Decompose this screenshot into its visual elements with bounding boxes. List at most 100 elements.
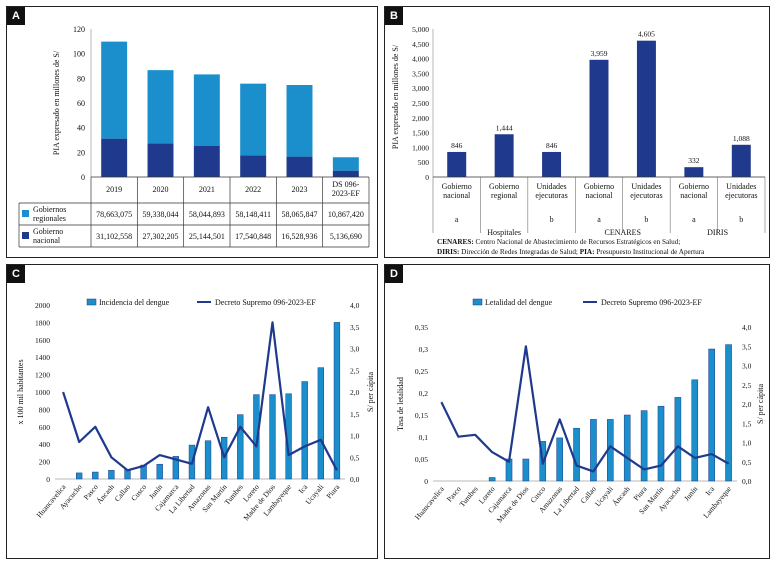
y-tick-label-right: 1,0: [742, 439, 752, 448]
data-label-b: 846: [451, 141, 463, 150]
y-tick-label-right: 0,0: [742, 477, 752, 486]
x-tick-label-b: Gobierno regional: [489, 182, 519, 200]
x-tick-label-a: 2022: [245, 185, 261, 194]
category-letter-b: a: [455, 215, 459, 224]
legend-label-bar: Letalidad del dengue: [485, 298, 553, 307]
bar-letalidad-dengue: [556, 437, 563, 482]
table-cell-a: 25,144,501: [189, 232, 225, 241]
bar-pia: [589, 59, 609, 177]
data-label-b: 846: [546, 141, 558, 150]
bar-letalidad-dengue: [657, 405, 665, 482]
bar-incidencia-dengue: [237, 414, 244, 480]
x-tick-label-a: 2019: [106, 185, 122, 194]
y-tick-label-right: 2,5: [350, 366, 360, 375]
y-axis-title-left: x 100 mil habitantes: [16, 359, 25, 424]
y-tick-label-b: 4,500: [412, 40, 429, 49]
y-axis-title-left: Tasa de letalidad: [396, 377, 405, 431]
legend-label-a: Gobierno nacional: [33, 227, 63, 245]
legend-label-a: Gobiernos regionales: [33, 205, 66, 223]
legend-label-line: Decreto Supremo 096-2023-EF: [215, 298, 316, 307]
bar-gobierno-nacional: [332, 170, 359, 177]
y-tick-label-right: 4,0: [742, 323, 752, 332]
y-tick-label-left: 1600: [35, 336, 50, 345]
table-cell-a: 17,540,848: [235, 232, 271, 241]
table-cell-a: 16,528,936: [282, 232, 318, 241]
data-label-b: 3,959: [591, 49, 608, 58]
legend-swatch-a: [22, 232, 29, 239]
x-tick-label: Junín: [682, 484, 700, 502]
category-letter-b: b: [644, 215, 648, 224]
legend-swatch-a: [22, 210, 29, 217]
y-tick-label-left: 0,2: [419, 389, 429, 398]
footnote-diris-pia: DIRIS: Dirección de Redes Integradas de …: [437, 247, 704, 257]
y-tick-label-right: 0,5: [350, 453, 360, 462]
bar-incidencia-dengue: [108, 470, 115, 480]
y-tick-label-a: 60: [77, 99, 85, 108]
y-tick-label-right: 2,0: [350, 388, 360, 397]
panel-d-badge: D: [385, 265, 403, 283]
table-cell-a: 78,663,075: [96, 210, 132, 219]
y-tick-label-left: 2000: [35, 301, 50, 310]
y-tick-label-right: 3,5: [742, 342, 752, 351]
table-cell-a: 58,065,847: [282, 210, 318, 219]
x-tick-label-a: 2020: [153, 185, 169, 194]
y-tick-label-b: 500: [418, 158, 430, 167]
footnote-cenares-key: CENARES:: [437, 238, 474, 246]
y-tick-label-left: 0: [424, 477, 428, 486]
panel-c-badge: C: [7, 265, 25, 283]
x-tick-label: Huancavelica: [413, 484, 447, 522]
y-tick-label-left: 200: [39, 458, 51, 467]
bar-gobiernos-regionales: [101, 41, 128, 139]
y-tick-label-right: 2,0: [742, 400, 752, 409]
data-label-b: 4,605: [638, 30, 655, 39]
x-tick-label: Áncash: [610, 484, 632, 508]
chart-a-svg: 0 20 40 60 80 100 120 PIA expresado en millones…: [18, 25, 370, 248]
y-tick-label-left: 0,35: [415, 323, 428, 332]
y-tick-label-b: 0: [425, 173, 429, 182]
bar-gobierno-nacional: [286, 156, 313, 177]
footnote-cenares: CENARES: Centro Nacional de Abastecimien…: [437, 237, 680, 247]
bar-gobiernos-regionales: [240, 83, 267, 156]
x-tick-label: Áncash: [94, 482, 116, 506]
y-tick-label-left: 0,3: [419, 345, 429, 354]
footnote-pia-key: PIA:: [579, 248, 595, 256]
bar-gobierno-nacional: [147, 143, 174, 177]
x-tick-label: Ica: [296, 482, 309, 495]
bar-letalidad-dengue: [522, 458, 530, 482]
y-tick-label-right: 1,5: [350, 410, 360, 419]
y-tick-label-a: 100: [73, 50, 85, 59]
bar-pia: [447, 151, 467, 177]
group-label-b: CENARES: [604, 228, 640, 237]
y-tick-label-left: 400: [39, 440, 51, 449]
x-tick-label-b: Unidades ejecutoras: [630, 182, 662, 200]
y-tick-label-b: 2,000: [412, 114, 429, 123]
y-tick-label-b: 5,000: [412, 25, 429, 34]
footnote-diris-text: Dirección de Redes Integradas de Salud;: [459, 248, 580, 256]
bar-pia: [542, 151, 562, 177]
panel-d: Letalidad del dengue Decreto Supremo 096-…: [384, 264, 770, 559]
group-label-b: DIRIS: [707, 228, 728, 237]
y-tick-label-right: 2,5: [742, 381, 752, 390]
y-tick-label-left: 1800: [35, 318, 50, 327]
category-letter-b: a: [692, 215, 696, 224]
bar-letalidad-dengue: [725, 344, 732, 482]
bar-gobiernos-regionales: [193, 74, 220, 146]
y-tick-label-a: 80: [77, 74, 85, 83]
footnote-pia-text: Presupuesto Institucional de Apertura: [594, 248, 705, 256]
y-tick-label-left: 0,25: [415, 367, 428, 376]
table-cell-a: 5,136,690: [330, 232, 362, 241]
bar-letalidad-dengue: [708, 348, 715, 482]
y-tick-label-right: 3,0: [350, 345, 360, 354]
x-tick-label: Piura: [324, 482, 342, 500]
y-tick-label-left: 0,15: [415, 411, 428, 420]
panel-b-badge: B: [385, 7, 403, 25]
bar-incidencia-dengue: [333, 322, 341, 480]
y-tick-label-a: 0: [81, 173, 85, 182]
bar-incidencia-dengue: [172, 456, 179, 480]
bar-pia: [684, 167, 704, 177]
y-tick-label-left: 0,05: [415, 455, 428, 464]
data-label-b: 1,088: [733, 134, 750, 143]
x-tick-label: Callao: [113, 482, 133, 503]
x-tick-label-a: 2021: [199, 185, 215, 194]
y-tick-label-right: 0,5: [742, 458, 752, 467]
